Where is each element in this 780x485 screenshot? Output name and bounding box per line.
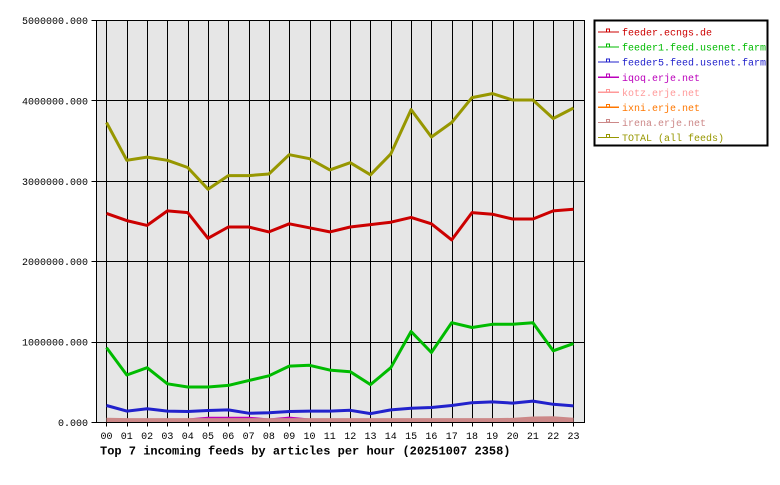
svg-text:02: 02 [141,432,153,443]
svg-text:17: 17 [446,432,458,443]
svg-text:2000000.000: 2000000.000 [22,258,88,269]
svg-text:16: 16 [425,432,437,443]
svg-text:feeder1.feed.usenet.farm: feeder1.feed.usenet.farm [622,43,766,55]
svg-text:4000000.000: 4000000.000 [22,97,88,108]
svg-text:08: 08 [263,432,275,443]
svg-text:19: 19 [486,432,498,443]
svg-text:23: 23 [567,432,579,443]
svg-text:10: 10 [303,432,315,443]
svg-text:04: 04 [182,432,194,443]
svg-text:01: 01 [121,432,133,443]
svg-text:11: 11 [324,432,336,443]
svg-text:kotz.erje.net: kotz.erje.net [622,88,700,100]
svg-text:05: 05 [202,432,214,443]
svg-text:feeder5.feed.usenet.farm: feeder5.feed.usenet.farm [622,58,766,70]
svg-text:07: 07 [243,432,255,443]
svg-text:00: 00 [100,432,112,443]
svg-text:irena.erje.net: irena.erje.net [622,118,706,130]
svg-text:12: 12 [344,432,356,443]
svg-text:Top 7 incoming feeds by articl: Top 7 incoming feeds by articles per hou… [100,445,510,459]
svg-text:TOTAL (all feeds): TOTAL (all feeds) [622,133,724,145]
svg-text:14: 14 [385,432,397,443]
svg-text:22: 22 [547,432,559,443]
svg-text:20: 20 [507,432,519,443]
svg-text:0.000: 0.000 [58,419,88,430]
svg-text:5000000.000: 5000000.000 [22,17,88,28]
svg-text:ixni.erje.net: ixni.erje.net [622,103,700,115]
svg-text:1000000.000: 1000000.000 [22,339,88,350]
svg-text:09: 09 [283,432,295,443]
svg-text:06: 06 [222,432,234,443]
svg-text:03: 03 [161,432,173,443]
svg-text:13: 13 [364,432,376,443]
svg-text:15: 15 [405,432,417,443]
svg-text:iqoq.erje.net: iqoq.erje.net [622,73,700,85]
svg-text:18: 18 [466,432,478,443]
svg-text:21: 21 [527,432,539,443]
svg-text:feeder.ecngs.de: feeder.ecngs.de [622,28,712,40]
svg-text:3000000.000: 3000000.000 [22,178,88,189]
